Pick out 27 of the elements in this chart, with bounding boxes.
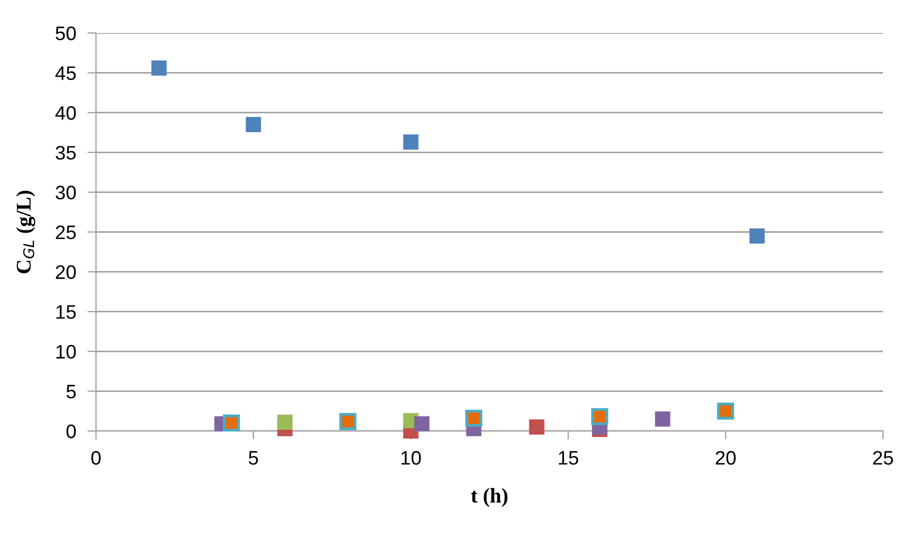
x-tick-label: 10 — [401, 450, 421, 465]
x-axis-title: t (h) — [471, 488, 508, 507]
point — [403, 134, 418, 150]
point — [655, 411, 670, 427]
y-tick-label: 25 — [56, 225, 76, 240]
point — [246, 116, 262, 132]
y-axis-title: C$_{GL}$ (g/L) — [16, 190, 36, 274]
y-tick-label: 35 — [56, 146, 76, 160]
y-tick-label: 15 — [56, 305, 76, 319]
point — [529, 419, 544, 435]
x-tick-label: 20 — [716, 450, 736, 465]
point — [277, 414, 292, 430]
y-tick-label: 10 — [56, 344, 76, 359]
point — [749, 228, 765, 244]
y-tick-label: 0 — [66, 424, 76, 438]
y-tick-label: 5 — [66, 384, 76, 398]
x-tick-label: 15 — [558, 451, 578, 465]
x-tick-label: 25 — [873, 450, 893, 465]
x-tick-label: 0 — [91, 450, 101, 465]
point — [151, 60, 167, 76]
y-tick-label: 40 — [55, 106, 76, 120]
y-tick-label: 50 — [56, 26, 76, 40]
y-tick-label: 30 — [56, 186, 76, 200]
x-tick-label: 5 — [248, 451, 258, 465]
point — [414, 416, 430, 432]
y-tick-label: 45 — [55, 66, 76, 80]
y-tick-label: 20 — [56, 265, 76, 280]
